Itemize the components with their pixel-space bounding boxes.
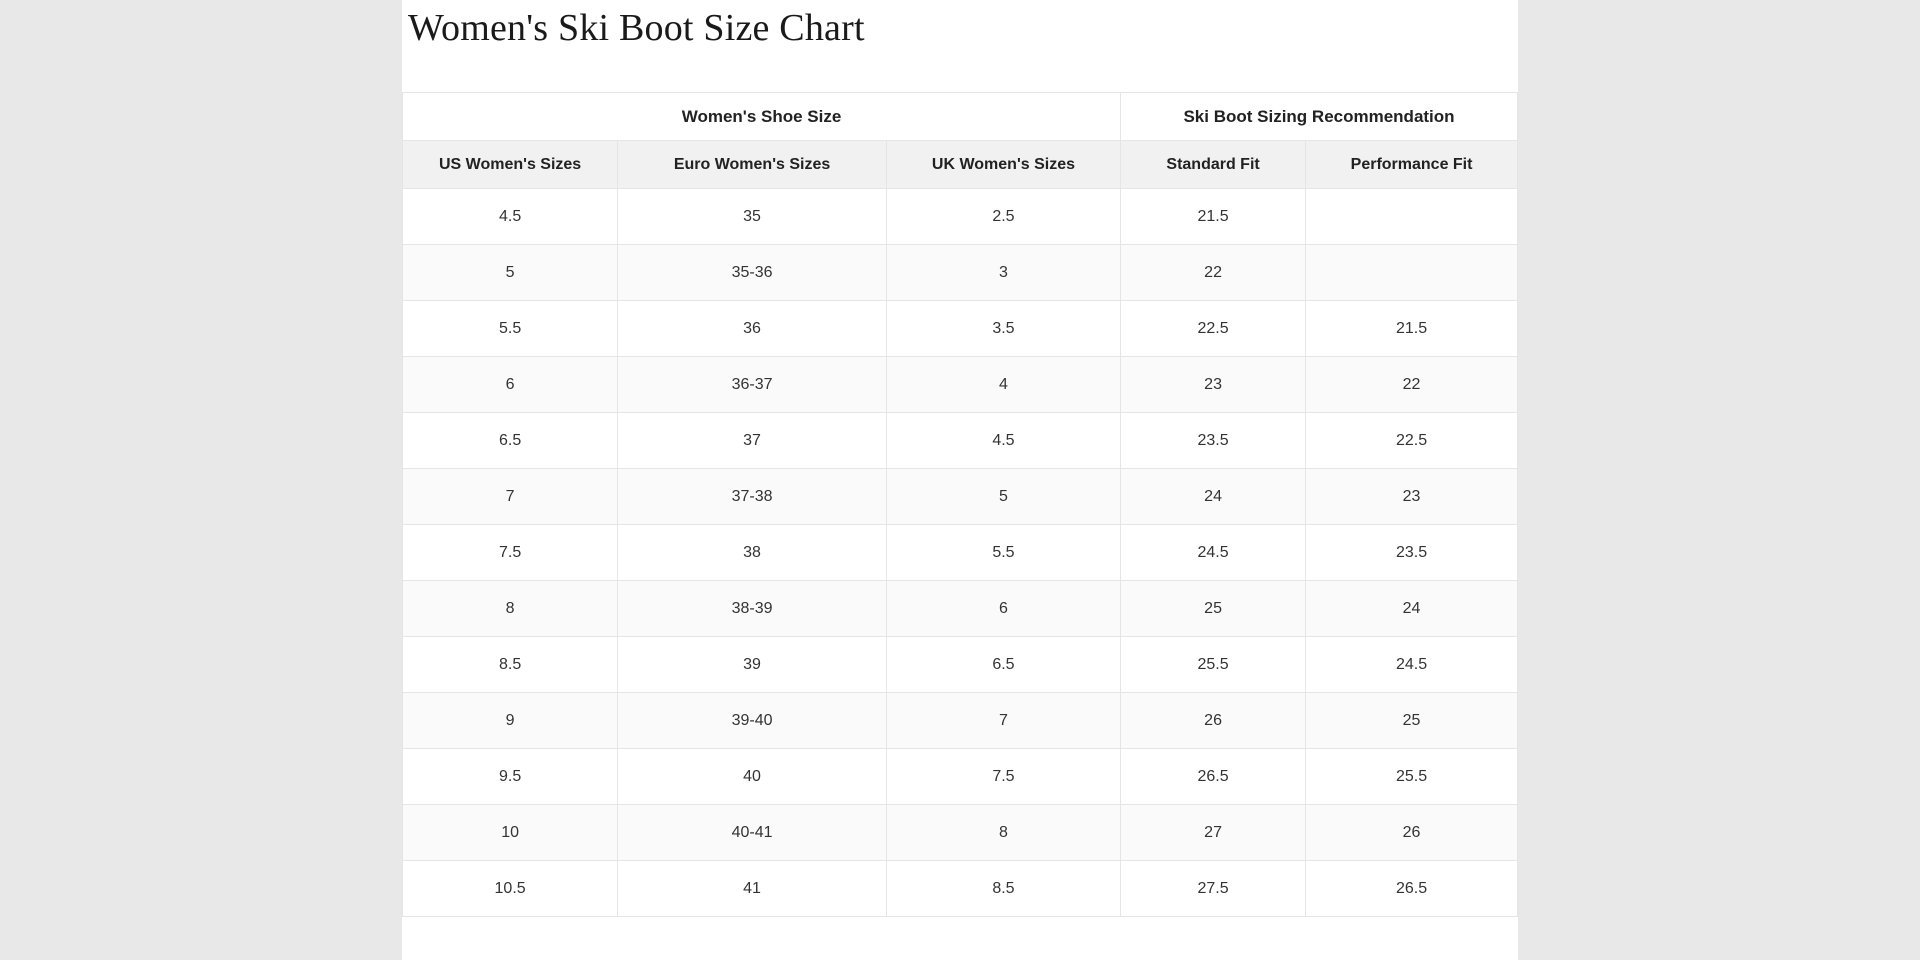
- table-cell: 27: [1121, 805, 1306, 861]
- table-row: 5.5363.522.521.5: [403, 301, 1518, 357]
- table-cell: 26: [1306, 805, 1518, 861]
- table-cell: 41: [618, 861, 887, 917]
- table-cell: 5: [886, 469, 1120, 525]
- table-cell: 9: [403, 693, 618, 749]
- table-cell: 8.5: [886, 861, 1120, 917]
- table-cell: 7: [403, 469, 618, 525]
- table-cell: 22: [1121, 245, 1306, 301]
- table-head: Women's Shoe Size Ski Boot Sizing Recomm…: [403, 93, 1518, 189]
- table-row: 737-3852423: [403, 469, 1518, 525]
- col-header-perf: Performance Fit: [1306, 141, 1518, 189]
- table-cell: 37-38: [618, 469, 887, 525]
- table-cell: 25.5: [1121, 637, 1306, 693]
- table-cell: 27.5: [1121, 861, 1306, 917]
- table-cell: 7: [886, 693, 1120, 749]
- table-cell: 4: [886, 357, 1120, 413]
- table-cell: 23: [1121, 357, 1306, 413]
- table-cell: 26.5: [1306, 861, 1518, 917]
- table-row: 939-4072625: [403, 693, 1518, 749]
- table-cell: 36: [618, 301, 887, 357]
- table-cell: 6.5: [403, 413, 618, 469]
- table-cell: 23.5: [1121, 413, 1306, 469]
- table-cell: 24: [1121, 469, 1306, 525]
- table-cell: 21.5: [1306, 301, 1518, 357]
- table-cell: 10.5: [403, 861, 618, 917]
- table-row: 8.5396.525.524.5: [403, 637, 1518, 693]
- size-chart-table: Women's Shoe Size Ski Boot Sizing Recomm…: [402, 92, 1518, 917]
- table-row: 9.5407.526.525.5: [403, 749, 1518, 805]
- page-title: Women's Ski Boot Size Chart: [402, 0, 1518, 92]
- table-cell: 24.5: [1121, 525, 1306, 581]
- table-cell: 5.5: [886, 525, 1120, 581]
- table-cell: 2.5: [886, 189, 1120, 245]
- table-cell: 7.5: [403, 525, 618, 581]
- content-card: Women's Ski Boot Size Chart Women's Shoe…: [402, 0, 1518, 960]
- group-header-shoe-size: Women's Shoe Size: [403, 93, 1121, 141]
- table-cell: 26: [1121, 693, 1306, 749]
- table-cell: [1306, 245, 1518, 301]
- table-cell: 22.5: [1121, 301, 1306, 357]
- table-cell: 40-41: [618, 805, 887, 861]
- table-cell: 26.5: [1121, 749, 1306, 805]
- col-header-uk: UK Women's Sizes: [886, 141, 1120, 189]
- table-cell: 4.5: [886, 413, 1120, 469]
- table-cell: 22.5: [1306, 413, 1518, 469]
- table-cell: 6: [886, 581, 1120, 637]
- table-row: 4.5352.521.5: [403, 189, 1518, 245]
- table-cell: 38-39: [618, 581, 887, 637]
- table-cell: 3: [886, 245, 1120, 301]
- table-cell: 5.5: [403, 301, 618, 357]
- table-cell: 9.5: [403, 749, 618, 805]
- group-header-ski-recommendation: Ski Boot Sizing Recommendation: [1121, 93, 1518, 141]
- table-cell: 36-37: [618, 357, 887, 413]
- table-cell: 25.5: [1306, 749, 1518, 805]
- table-cell: 7.5: [886, 749, 1120, 805]
- table-cell: 5: [403, 245, 618, 301]
- table-column-header-row: US Women's Sizes Euro Women's Sizes UK W…: [403, 141, 1518, 189]
- table-row: 7.5385.524.523.5: [403, 525, 1518, 581]
- table-cell: 8: [886, 805, 1120, 861]
- table-cell: 25: [1306, 693, 1518, 749]
- table-cell: 10: [403, 805, 618, 861]
- table-cell: 23.5: [1306, 525, 1518, 581]
- table-cell: 6.5: [886, 637, 1120, 693]
- table-cell: 21.5: [1121, 189, 1306, 245]
- table-cell: 35-36: [618, 245, 887, 301]
- table-cell: 24: [1306, 581, 1518, 637]
- table-row: 1040-4182726: [403, 805, 1518, 861]
- col-header-us: US Women's Sizes: [403, 141, 618, 189]
- table-row: 636-3742322: [403, 357, 1518, 413]
- table-cell: 8.5: [403, 637, 618, 693]
- table-cell: 8: [403, 581, 618, 637]
- table-cell: 35: [618, 189, 887, 245]
- table-cell: 37: [618, 413, 887, 469]
- col-header-euro: Euro Women's Sizes: [618, 141, 887, 189]
- table-row: 6.5374.523.522.5: [403, 413, 1518, 469]
- table-group-header-row: Women's Shoe Size Ski Boot Sizing Recomm…: [403, 93, 1518, 141]
- table-cell: 24.5: [1306, 637, 1518, 693]
- table-cell: 39: [618, 637, 887, 693]
- table-cell: [1306, 189, 1518, 245]
- table-cell: 23: [1306, 469, 1518, 525]
- col-header-std: Standard Fit: [1121, 141, 1306, 189]
- table-row: 10.5418.527.526.5: [403, 861, 1518, 917]
- table-cell: 38: [618, 525, 887, 581]
- table-cell: 39-40: [618, 693, 887, 749]
- table-cell: 6: [403, 357, 618, 413]
- table-cell: 40: [618, 749, 887, 805]
- table-row: 838-3962524: [403, 581, 1518, 637]
- table-row: 535-36322: [403, 245, 1518, 301]
- table-cell: 25: [1121, 581, 1306, 637]
- table-body: 4.5352.521.5535-363225.5363.522.521.5636…: [403, 189, 1518, 917]
- table-cell: 22: [1306, 357, 1518, 413]
- table-cell: 3.5: [886, 301, 1120, 357]
- table-cell: 4.5: [403, 189, 618, 245]
